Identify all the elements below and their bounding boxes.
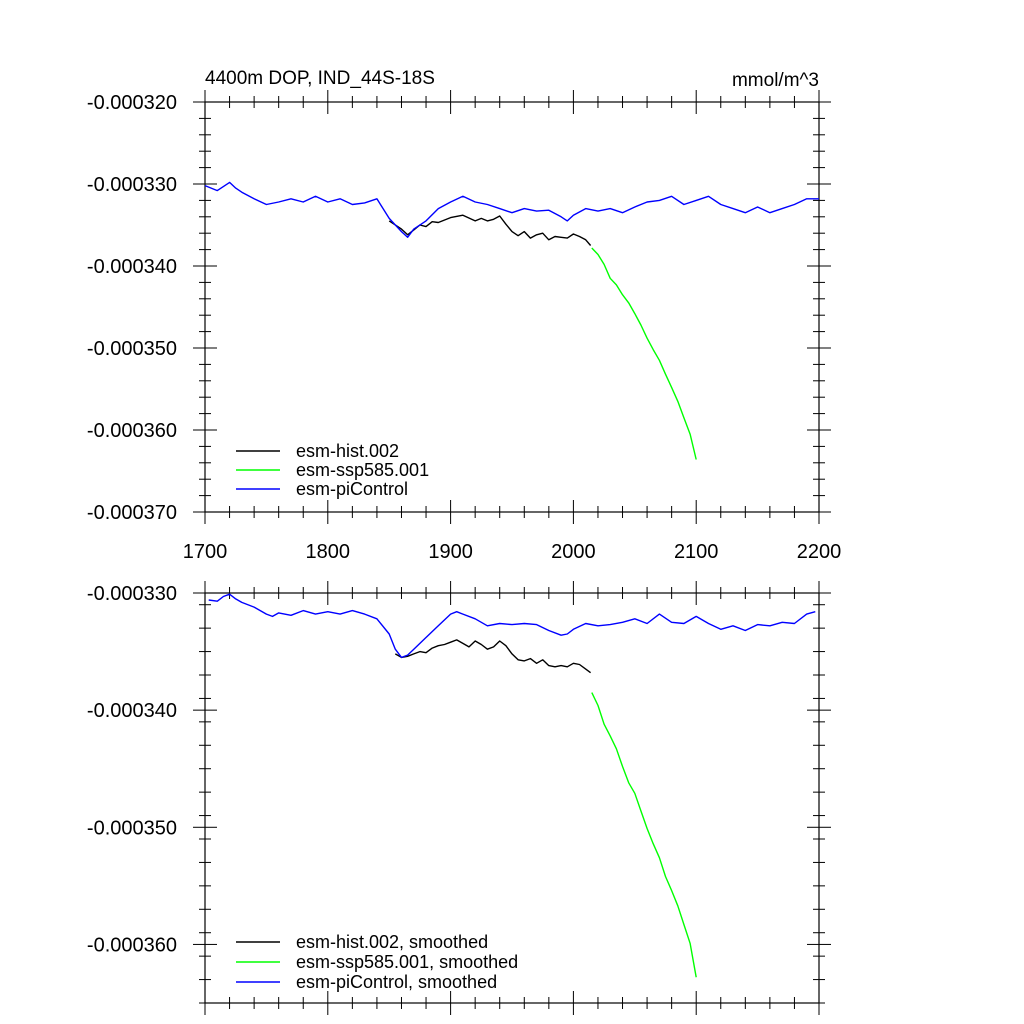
top-chart-units: mmol/m^3 <box>732 70 819 91</box>
top-x-tick-label: 2200 <box>797 541 842 563</box>
top-series-esm-picontrol <box>204 181 819 239</box>
bottom-panel: -0.000330 -0.000340 -0.000350 -0.000360 esm… <box>87 581 831 1015</box>
top-plot-frame <box>204 101 820 513</box>
top-x-tick-label: 2000 <box>551 541 596 563</box>
top-chart-title: 4400m DOP, IND_44S-18S <box>205 68 435 89</box>
top-x-tick-label: 1800 <box>306 541 351 563</box>
top-y-tick-label: -0.000340 <box>87 256 177 278</box>
top-series-esm-ssp585-001 <box>591 247 697 460</box>
bottom-series-esm-hist-002-smoothed <box>394 639 592 674</box>
top-x-tick-label: 1700 <box>183 541 228 563</box>
bottom-y-tick-label: -0.000360 <box>87 934 177 956</box>
top-y-tick-label: -0.000350 <box>87 338 177 360</box>
top-y-tick-label: -0.000320 <box>87 92 177 114</box>
top-series-esm-hist-002 <box>388 214 592 246</box>
bottom-y-tick-label: -0.000340 <box>87 700 177 722</box>
top-y-tick-label: -0.000360 <box>87 420 177 442</box>
top-x-tick-label: 2100 <box>674 541 719 563</box>
bottom-y-tick-label: -0.000330 <box>87 583 177 605</box>
bottom-series-group <box>208 593 816 978</box>
bottom-plot-frame <box>204 592 820 1004</box>
top-y-tick-label: -0.000330 <box>87 174 177 196</box>
bottom-legend-label-esm-ssp585-001-smoothed: esm-ssp585.001, smoothed <box>296 952 518 972</box>
top-x-tick-label: 1900 <box>428 541 473 563</box>
top-series-group <box>204 181 819 460</box>
top-y-tick-label: -0.000370 <box>87 502 177 524</box>
top-panel: 4400m DOP, IND_44S-18S mmol/m^3 1700 1800… <box>87 68 841 563</box>
top-legend-label-esm-ssp585-001: esm-ssp585.001 <box>296 460 429 480</box>
bottom-series-esm-picontrol-smoothed <box>208 593 816 659</box>
bottom-series-esm-ssp585-001-smoothed <box>591 692 697 978</box>
bottom-legend-label-esm-picontrol-smoothed: esm-piControl, smoothed <box>296 972 497 992</box>
bottom-legend-label-esm-hist-002-smoothed: esm-hist.002, smoothed <box>296 932 488 952</box>
bottom-tick-group: -0.000330 -0.000340 -0.000350 -0.000360 <box>87 581 831 1015</box>
top-legend-label-esm-hist-002: esm-hist.002 <box>296 441 399 461</box>
top-legend-label-esm-picontrol: esm-piControl <box>296 479 408 499</box>
bottom-y-tick-label: -0.000350 <box>87 817 177 839</box>
top-tick-group: 1700 1800 1900 2000 2100 2200 -0.000320 -0.0003… <box>87 90 841 563</box>
